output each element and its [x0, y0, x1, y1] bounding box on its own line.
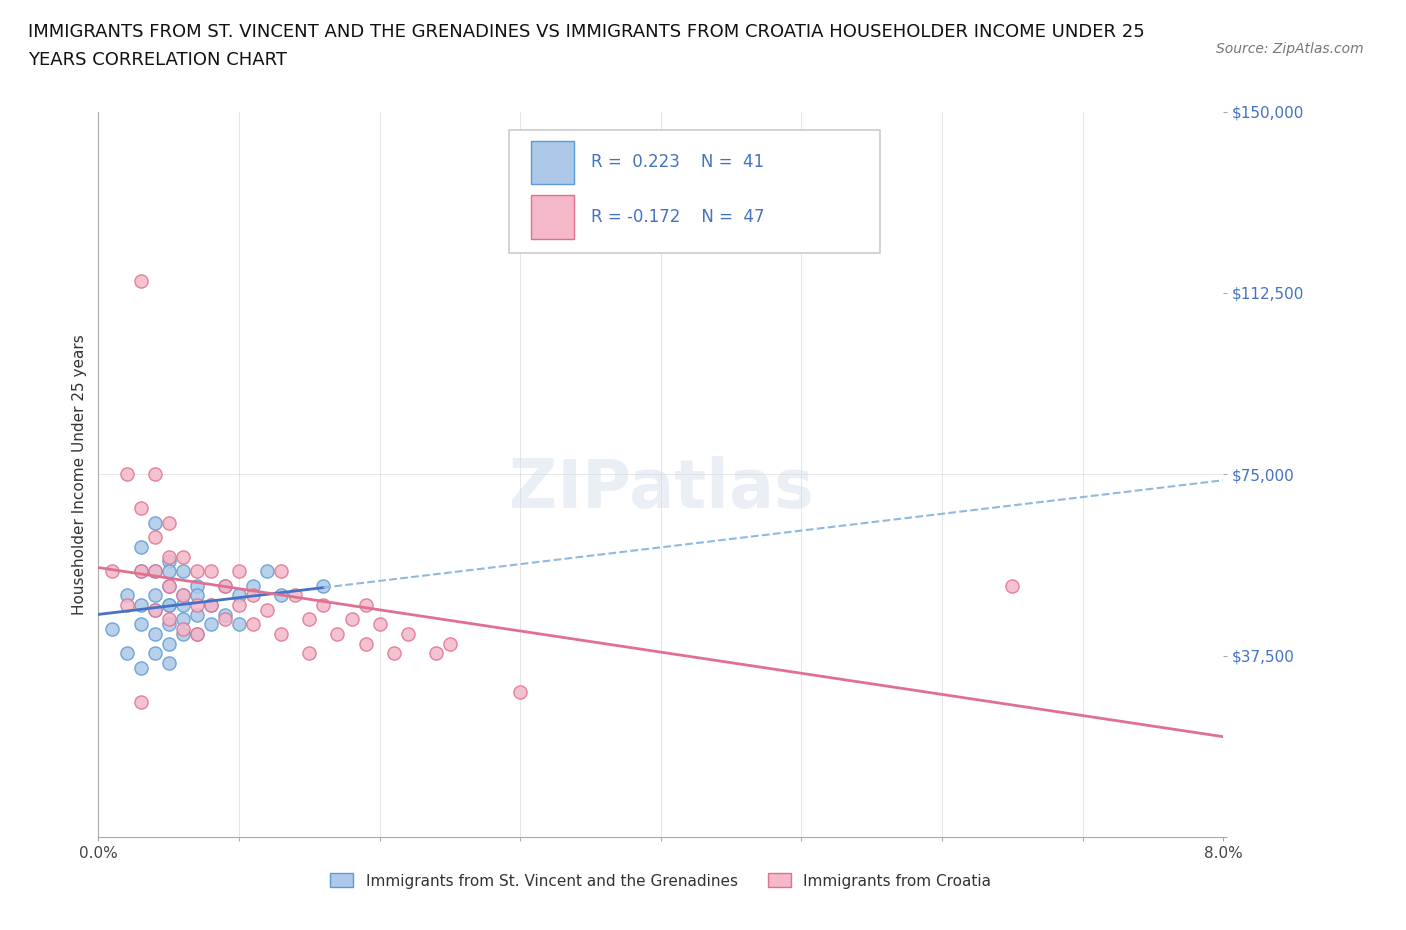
- Point: [157, 617, 180, 631]
- Point: [172, 621, 194, 636]
- Point: [368, 617, 391, 631]
- Point: [186, 564, 208, 578]
- Point: [129, 694, 152, 709]
- Point: [186, 597, 208, 612]
- Point: [242, 617, 264, 631]
- Point: [157, 636, 180, 651]
- Text: R = -0.172    N =  47: R = -0.172 N = 47: [591, 207, 765, 226]
- Legend: Immigrants from St. Vincent and the Grenadines, Immigrants from Croatia: Immigrants from St. Vincent and the Gren…: [325, 868, 997, 895]
- Point: [129, 597, 152, 612]
- Point: [172, 597, 194, 612]
- Point: [200, 564, 222, 578]
- Y-axis label: Householder Income Under 25 years: Householder Income Under 25 years: [72, 334, 87, 615]
- Point: [186, 607, 208, 622]
- Point: [186, 627, 208, 642]
- Text: Source: ZipAtlas.com: Source: ZipAtlas.com: [1216, 42, 1364, 56]
- Point: [129, 273, 152, 288]
- Point: [214, 578, 236, 593]
- Point: [143, 467, 166, 482]
- Point: [143, 530, 166, 545]
- Point: [242, 578, 264, 593]
- Point: [143, 645, 166, 660]
- Point: [143, 564, 166, 578]
- Point: [101, 621, 124, 636]
- Point: [129, 617, 152, 631]
- Point: [115, 588, 138, 603]
- Text: R =  0.223    N =  41: R = 0.223 N = 41: [591, 153, 765, 171]
- Point: [172, 612, 194, 627]
- Point: [228, 597, 250, 612]
- Point: [270, 564, 292, 578]
- Point: [228, 564, 250, 578]
- Point: [157, 564, 180, 578]
- Point: [157, 549, 180, 564]
- Point: [270, 588, 292, 603]
- Point: [129, 564, 152, 578]
- Point: [115, 467, 138, 482]
- Point: [101, 564, 124, 578]
- Text: ZIPatlas: ZIPatlas: [509, 456, 813, 522]
- Point: [143, 603, 166, 618]
- Point: [214, 578, 236, 593]
- Point: [157, 597, 180, 612]
- Point: [157, 612, 180, 627]
- Point: [143, 515, 166, 530]
- Point: [157, 656, 180, 671]
- Point: [157, 578, 180, 593]
- Point: [129, 660, 152, 675]
- Point: [270, 627, 292, 642]
- Point: [284, 588, 307, 603]
- Point: [186, 588, 208, 603]
- Point: [129, 500, 152, 515]
- Point: [228, 617, 250, 631]
- Point: [143, 588, 166, 603]
- Point: [186, 578, 208, 593]
- Point: [425, 645, 447, 660]
- FancyBboxPatch shape: [509, 130, 880, 253]
- Point: [242, 588, 264, 603]
- Point: [115, 597, 138, 612]
- Point: [172, 549, 194, 564]
- Point: [143, 627, 166, 642]
- Point: [382, 645, 405, 660]
- Point: [129, 539, 152, 554]
- Point: [157, 597, 180, 612]
- Point: [172, 588, 194, 603]
- Point: [172, 588, 194, 603]
- Point: [509, 684, 531, 699]
- Point: [129, 564, 152, 578]
- Point: [115, 645, 138, 660]
- Point: [157, 554, 180, 569]
- Text: YEARS CORRELATION CHART: YEARS CORRELATION CHART: [28, 51, 287, 69]
- Text: IMMIGRANTS FROM ST. VINCENT AND THE GRENADINES VS IMMIGRANTS FROM CROATIA HOUSEH: IMMIGRANTS FROM ST. VINCENT AND THE GREN…: [28, 23, 1144, 41]
- Point: [200, 617, 222, 631]
- Point: [143, 564, 166, 578]
- Point: [298, 645, 321, 660]
- Bar: [531, 195, 574, 239]
- Point: [157, 515, 180, 530]
- Point: [200, 597, 222, 612]
- Point: [214, 607, 236, 622]
- Bar: [531, 140, 574, 184]
- Point: [312, 597, 335, 612]
- Point: [1001, 578, 1024, 593]
- Point: [312, 578, 335, 593]
- Point: [200, 597, 222, 612]
- Point: [186, 627, 208, 642]
- Point: [172, 627, 194, 642]
- Point: [172, 564, 194, 578]
- Point: [298, 612, 321, 627]
- Point: [340, 612, 363, 627]
- Point: [354, 597, 377, 612]
- Point: [256, 564, 278, 578]
- Point: [143, 603, 166, 618]
- Point: [228, 588, 250, 603]
- Point: [157, 578, 180, 593]
- Point: [396, 627, 419, 642]
- Point: [326, 627, 349, 642]
- Point: [354, 636, 377, 651]
- Point: [256, 603, 278, 618]
- Point: [439, 636, 461, 651]
- Point: [214, 612, 236, 627]
